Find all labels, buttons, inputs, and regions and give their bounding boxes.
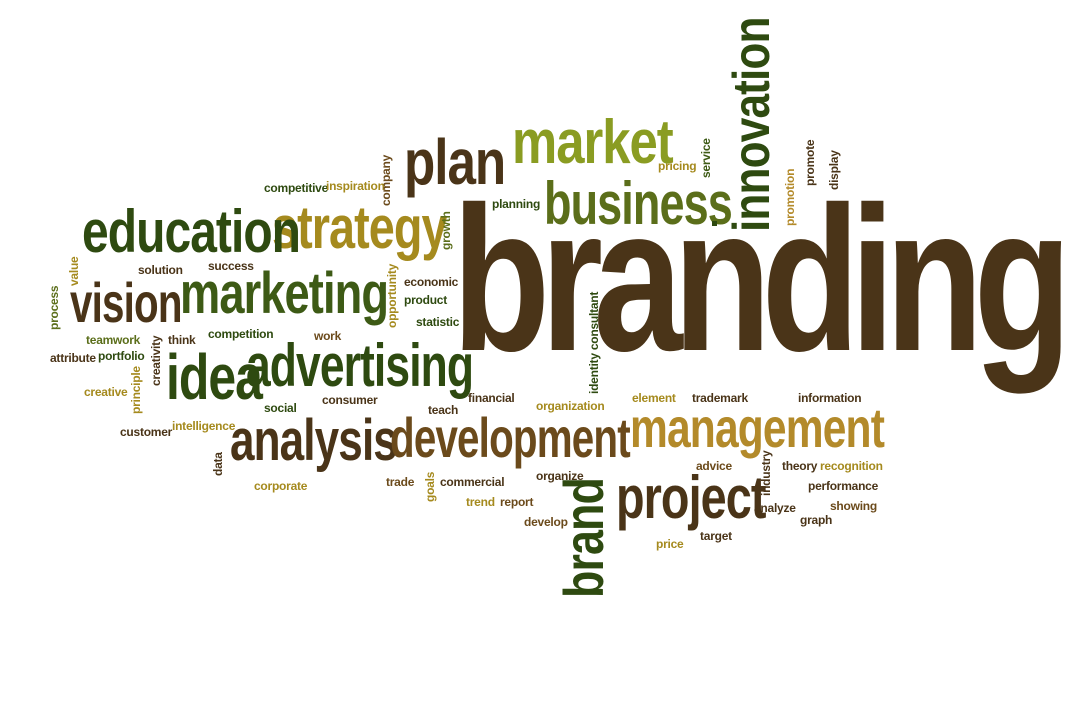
word-element: element (632, 391, 676, 405)
word-idea: idea (166, 341, 263, 413)
word-advertising: advertising (246, 332, 474, 399)
word-plan: plan (404, 126, 506, 198)
word-identity-consultant: identity consultant (587, 291, 601, 394)
word-analysis: analysis (230, 408, 398, 473)
word-service: service (699, 138, 713, 178)
word-goals: goals (423, 471, 437, 502)
word-analyze: analyze (754, 501, 796, 515)
word-consumer: consumer (322, 393, 378, 407)
word-teamwork: teamwork (86, 333, 141, 347)
word-creativity: creativity (149, 335, 163, 386)
word-trademark: trademark (692, 391, 748, 405)
word-innovation: innovation (723, 17, 781, 232)
word-inspiration: inspiration (326, 179, 385, 193)
word-display: display (827, 150, 841, 190)
word-principle: principle (129, 366, 143, 414)
word-develop: develop (524, 515, 568, 529)
word-education: education (82, 198, 301, 265)
word-management: management (630, 396, 885, 459)
word-recognition: recognition (820, 459, 883, 473)
word-organize: organize (536, 469, 584, 483)
word-opportunity: opportunity (385, 263, 399, 328)
word-planning: planning (492, 197, 541, 211)
word-information: information (798, 391, 862, 405)
word-market: market (512, 108, 674, 177)
word-strategy: strategy (272, 194, 448, 261)
word-competitive: competitive (264, 181, 329, 195)
word-product: product (404, 293, 447, 307)
word-advice: advice (696, 459, 732, 473)
word-process: process (47, 285, 61, 330)
word-statistic: statistic (416, 315, 460, 329)
dot-mark (712, 221, 717, 226)
word-report: report (500, 495, 534, 509)
word-economic: economic (404, 275, 459, 289)
word-promotion: promotion (783, 168, 797, 226)
word-industry: industry (759, 450, 773, 496)
word-theory: theory (782, 459, 818, 473)
word-business: business (544, 170, 733, 237)
word-creative: creative (84, 385, 128, 399)
word-data: data (211, 452, 225, 476)
word-project: project (616, 464, 766, 531)
word-graph: graph (800, 513, 833, 527)
word-price: price (656, 537, 684, 551)
word-work: work (314, 329, 342, 343)
word-attribute: attribute (50, 351, 96, 365)
word-value: value (67, 256, 81, 287)
word-brand: brand (552, 478, 615, 598)
word-vision: vision (70, 271, 182, 334)
word-portfolio: portfolio (98, 349, 145, 363)
word-financial: financial (468, 391, 515, 405)
word-commercial: commercial (440, 475, 505, 489)
word-social: social (264, 401, 297, 415)
word-teach: teach (428, 403, 459, 417)
word-competition: competition (208, 327, 274, 341)
word-customer: customer (120, 425, 173, 439)
word-intelligence: intelligence (172, 419, 236, 433)
word-solution: solution (138, 263, 183, 277)
word-organization: organization (536, 399, 605, 413)
word-trend: trend (466, 495, 495, 509)
word-promote: promote (803, 139, 817, 186)
word-marketing: marketing (180, 261, 389, 326)
word-trade: trade (386, 475, 415, 489)
word-showing: showing (830, 499, 877, 513)
word-think: think (168, 333, 196, 347)
word-growth: growth (439, 211, 453, 250)
word-development: development (390, 406, 631, 469)
word-success: success (208, 259, 254, 273)
word-target: target (700, 529, 732, 543)
word-branding: branding (452, 164, 1072, 394)
word-company: company (379, 154, 393, 206)
word-performance: performance (808, 479, 879, 493)
word-pricing: pricing (658, 159, 697, 173)
word-corporate: corporate (254, 479, 308, 493)
